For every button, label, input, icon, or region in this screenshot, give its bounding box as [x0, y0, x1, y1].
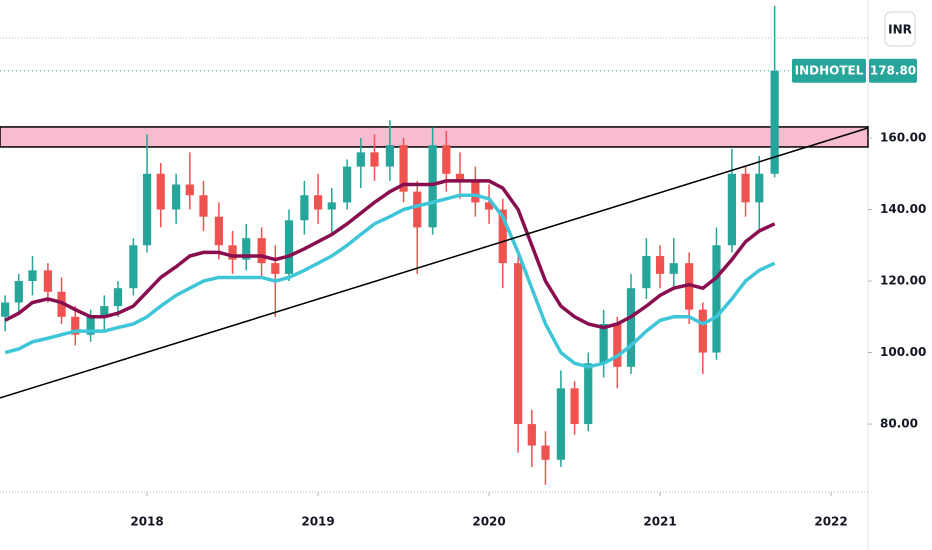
candle-body	[599, 323, 608, 364]
candle-body	[669, 263, 678, 274]
candle-body	[698, 309, 707, 353]
y-tick-label: 120.00	[880, 274, 926, 288]
candle-body	[626, 288, 636, 367]
currency-box	[884, 11, 916, 47]
candle-body	[214, 216, 223, 246]
candle-body	[613, 323, 622, 367]
candle-body	[399, 145, 408, 192]
candle-body	[343, 166, 352, 203]
candle-body	[741, 173, 750, 203]
candle-body	[156, 173, 165, 210]
currency: INR	[888, 23, 912, 37]
candle-body	[770, 70, 779, 174]
candle-body	[642, 256, 651, 289]
candle-body	[385, 145, 394, 167]
candle-body	[327, 202, 336, 210]
candle-body	[428, 145, 437, 228]
candle-body	[242, 238, 251, 260]
candle-body	[100, 306, 109, 317]
candle-body	[541, 445, 550, 460]
candle-body	[142, 173, 152, 246]
candle-body	[313, 195, 323, 210]
candle-body	[442, 145, 451, 174]
candle-body	[257, 238, 266, 264]
price-label: 178.80	[870, 63, 916, 77]
candle-body	[43, 270, 52, 292]
candle-body	[655, 256, 665, 274]
zone	[0, 126, 869, 148]
candle-body	[755, 173, 764, 203]
candle-body	[14, 281, 23, 303]
x-tick-label: 2022	[814, 515, 847, 529]
y-tick-label: 100.00	[880, 345, 926, 359]
candle-body	[113, 288, 123, 307]
candle-body	[527, 424, 536, 446]
candle-body	[1, 302, 10, 317]
candle-body	[356, 152, 365, 167]
moving-average	[4, 193, 776, 369]
candle-body	[271, 263, 280, 274]
x-tick-label: 2018	[130, 515, 163, 529]
candle-body	[28, 270, 37, 282]
candle-body	[300, 195, 309, 221]
candle-body	[584, 363, 593, 425]
candle-body	[484, 202, 494, 210]
candle-body	[370, 152, 379, 167]
candle-body	[172, 184, 181, 210]
symbol-label: INDHOTEL	[795, 63, 864, 77]
trendline	[0, 127, 869, 399]
candle-body	[712, 245, 721, 353]
x-tick-label: 2020	[472, 515, 505, 529]
candle-body	[71, 316, 80, 335]
y-tick-label: 140.00	[880, 202, 926, 216]
candle-body	[185, 184, 194, 196]
y-tick-label: 80.00	[880, 417, 918, 431]
moving-average	[4, 179, 776, 330]
candle-body	[455, 173, 465, 181]
candle-body	[228, 245, 237, 260]
y-tick-label: 160.00	[880, 131, 926, 145]
candle-body	[498, 209, 507, 264]
candle-body	[570, 388, 579, 425]
candle-body	[514, 263, 523, 425]
symbol-tag	[792, 58, 866, 83]
candle-body	[129, 245, 138, 289]
candle-body	[727, 173, 736, 246]
x-tick-label: 2021	[643, 515, 676, 529]
price-tag	[869, 58, 917, 83]
candle-body	[413, 191, 422, 228]
candle-body	[471, 180, 480, 203]
candle-body	[199, 195, 208, 217]
x-tick-label: 2019	[301, 515, 334, 529]
candle-body	[284, 220, 294, 274]
candle-body	[86, 316, 95, 335]
candle-body	[556, 388, 565, 460]
